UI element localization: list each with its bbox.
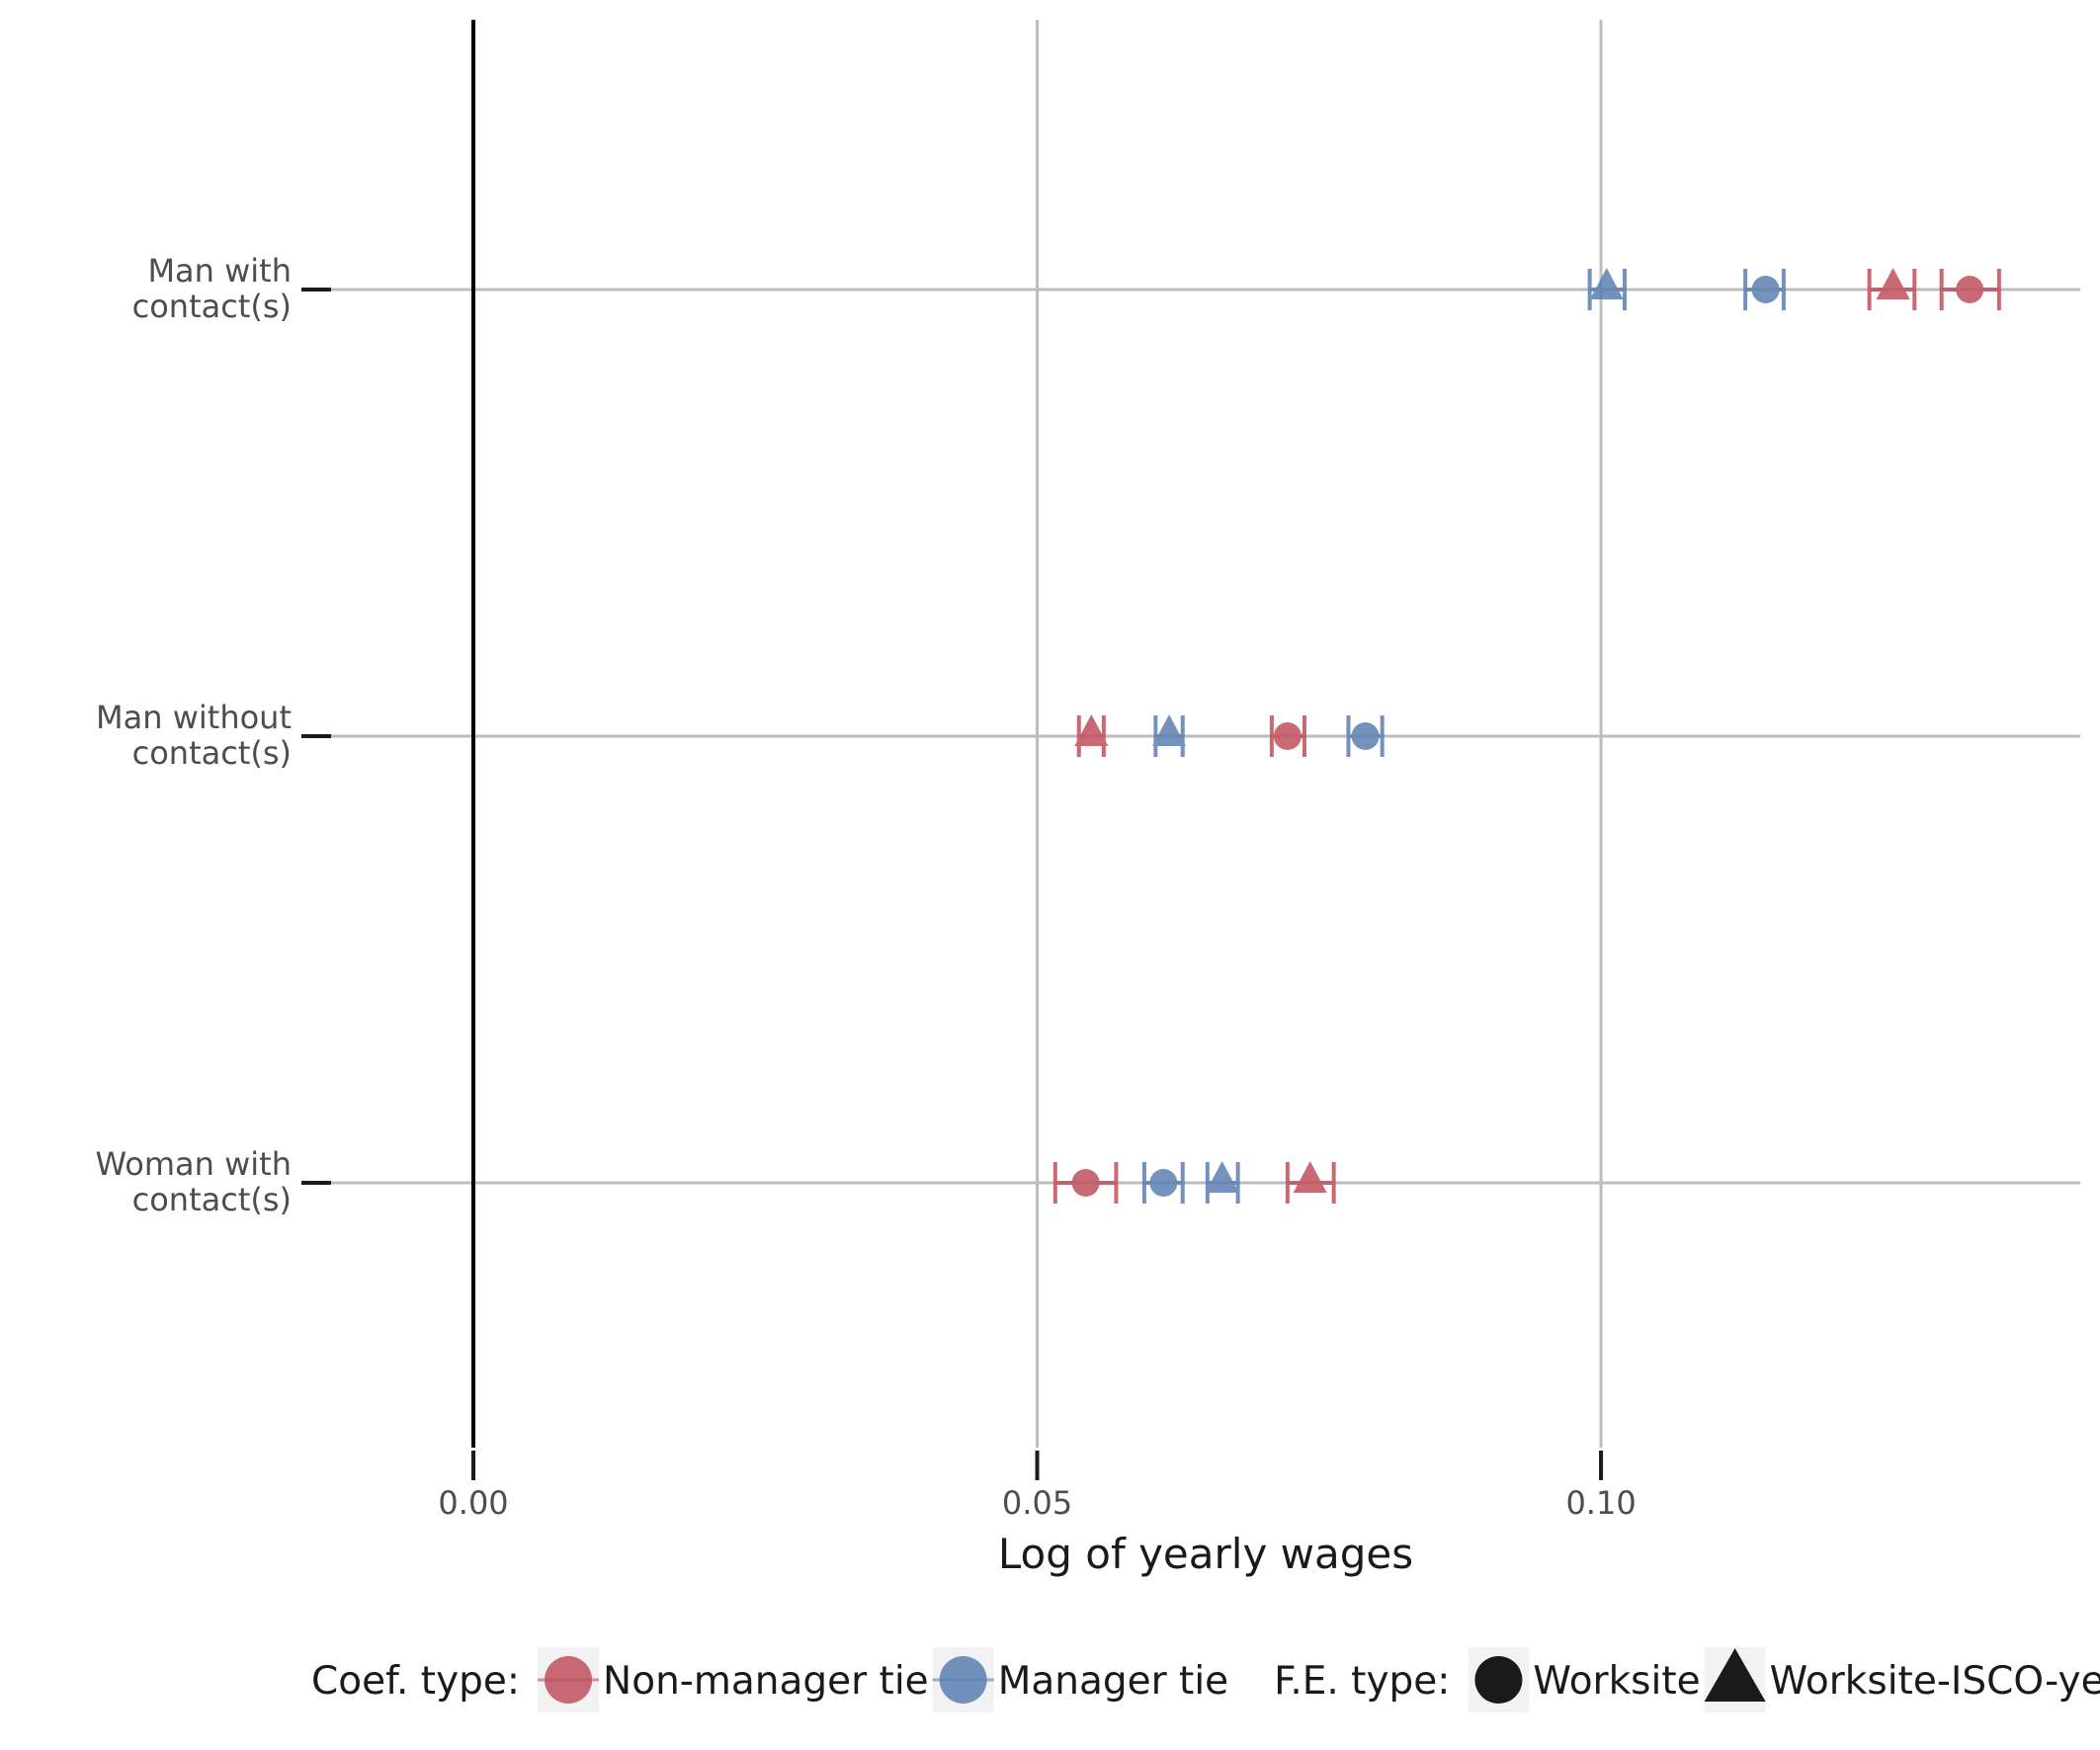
legend-key-circle [1474,1656,1523,1704]
x-tick-label: 0.05 [1002,1484,1072,1522]
data-point [1152,714,1187,757]
point-marker-circle [1751,276,1780,303]
data-point [1269,715,1306,757]
data-point [1205,1161,1240,1204]
y-tick-label: Man without contact(s) [96,699,292,772]
point-marker-triangle [1293,1161,1327,1193]
point-marker-triangle [1152,714,1187,746]
legend-title-coef: Coef. type: [311,1659,520,1704]
data-point [1074,714,1109,757]
x-tick-label: 0.10 [1565,1484,1636,1522]
data-point [1587,268,1628,310]
data-point [1939,269,2001,310]
legend-label-non_manager: Non-manager tie [603,1659,929,1704]
point-marker-triangle [1205,1161,1239,1193]
legend-title-fe: F.E. type: [1274,1659,1450,1704]
x-tick-label: 0.00 [438,1484,508,1522]
point-marker-triangle [1074,714,1109,746]
marks-layer [1052,268,2001,1204]
data-point [1141,1162,1185,1204]
point-marker-circle [1071,1169,1100,1197]
legend-label-manager: Manager tie [998,1659,1228,1704]
legend: Coef. type: Non-manager tie Manager tie F.E… [311,1647,2100,1712]
x-axis-title: Log of yearly wages [998,1530,1413,1578]
point-marker-triangle [1876,268,1910,299]
data-point [1052,1162,1119,1204]
data-point [1285,1161,1336,1204]
point-marker-circle [1273,722,1302,750]
axis-layer: 0.00 0.05 0.10 Man with contact(s) Man withou… [96,20,1637,1522]
data-point [1346,715,1385,757]
data-point [1743,269,1786,310]
point-marker-circle [1956,276,1984,303]
y-tick-label: Woman with contact(s) [96,1145,292,1218]
legend-key-triangle [1704,1648,1766,1702]
point-marker-triangle [1589,268,1624,299]
legend-label-triangle: Worksite-ISCO-year [1770,1659,2100,1704]
legend-label-circle: Worksite [1533,1659,1700,1704]
grid-layer [321,20,2080,1448]
data-point [1867,268,1917,310]
point-marker-circle [1351,722,1380,750]
y-tick-label: Man with contact(s) [132,252,292,325]
point-marker-circle [1149,1169,1178,1197]
